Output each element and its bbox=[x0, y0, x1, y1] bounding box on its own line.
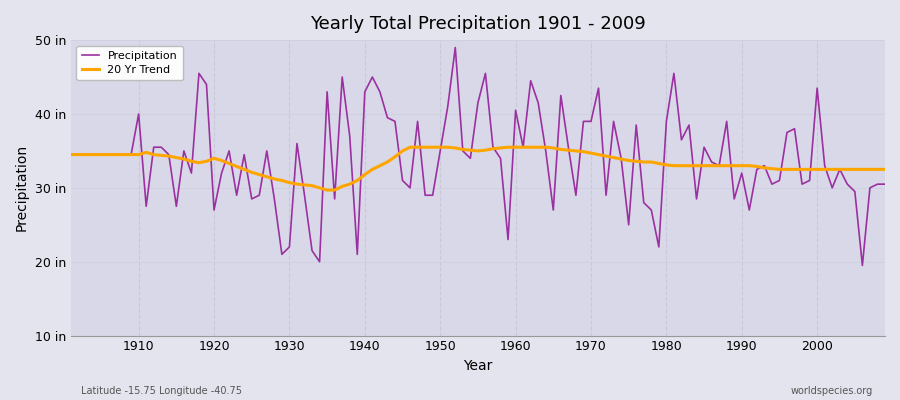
Legend: Precipitation, 20 Yr Trend: Precipitation, 20 Yr Trend bbox=[76, 46, 183, 80]
Precipitation bbox=[510, 108, 521, 113]
20 Yr Trend bbox=[518, 145, 528, 150]
Title: Yearly Total Precipitation 1901 - 2009: Yearly Total Precipitation 1901 - 2009 bbox=[310, 15, 646, 33]
20 Yr Trend bbox=[126, 152, 137, 157]
Precipitation bbox=[126, 152, 137, 157]
Precipitation bbox=[857, 263, 868, 268]
20 Yr Trend bbox=[345, 182, 356, 186]
Text: worldspecies.org: worldspecies.org bbox=[791, 386, 873, 396]
Precipitation bbox=[518, 145, 528, 150]
20 Yr Trend bbox=[526, 145, 536, 150]
20 Yr Trend bbox=[879, 167, 890, 172]
20 Yr Trend bbox=[292, 182, 302, 186]
Y-axis label: Precipitation: Precipitation bbox=[15, 144, 29, 232]
Precipitation bbox=[292, 141, 302, 146]
Precipitation bbox=[66, 152, 77, 157]
Line: Precipitation: Precipitation bbox=[71, 48, 885, 266]
Precipitation bbox=[450, 45, 461, 50]
Precipitation bbox=[608, 119, 619, 124]
20 Yr Trend bbox=[405, 145, 416, 150]
Line: 20 Yr Trend: 20 Yr Trend bbox=[71, 147, 885, 190]
20 Yr Trend bbox=[66, 152, 77, 157]
Precipitation bbox=[879, 182, 890, 186]
20 Yr Trend bbox=[321, 188, 332, 192]
X-axis label: Year: Year bbox=[464, 359, 492, 373]
Precipitation bbox=[337, 75, 347, 80]
Text: Latitude -15.75 Longitude -40.75: Latitude -15.75 Longitude -40.75 bbox=[81, 386, 242, 396]
20 Yr Trend bbox=[616, 157, 626, 162]
